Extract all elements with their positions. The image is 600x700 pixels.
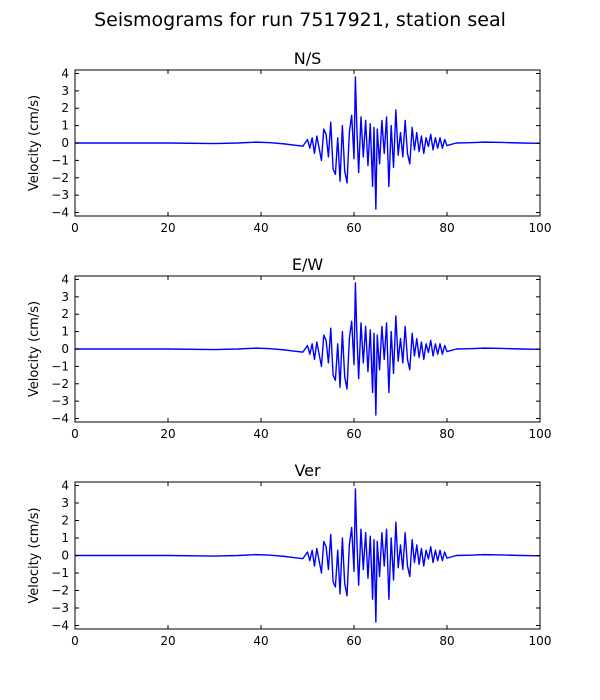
panel-title: N/S bbox=[294, 49, 322, 68]
y-tick-label: −3 bbox=[51, 394, 69, 408]
x-tick-label: 0 bbox=[71, 221, 79, 235]
y-axis-label: Velocity (cm/s) bbox=[27, 95, 42, 191]
chart-panel-3: Ver Velocity (cm/s) 0 20 40 60 80 100 4 3 2 1 0 −1 −2 −… bbox=[27, 461, 551, 648]
x-tick-label: 0 bbox=[71, 427, 79, 441]
y-tick-label: 1 bbox=[61, 119, 69, 133]
series-line-1 bbox=[75, 488, 540, 623]
y-tick-label: 4 bbox=[61, 479, 69, 493]
y-tick-label: −1 bbox=[51, 359, 69, 373]
x-tick-label: 60 bbox=[346, 221, 361, 235]
x-tick-label: 80 bbox=[439, 221, 454, 235]
y-tick-label: −3 bbox=[51, 601, 69, 615]
panel-title: Ver bbox=[294, 461, 321, 480]
series-line-1 bbox=[75, 76, 540, 210]
y-tick-label: −1 bbox=[51, 566, 69, 580]
x-tick-label: 20 bbox=[160, 634, 175, 648]
y-tick-label: 3 bbox=[61, 84, 69, 98]
y-tick-label: −3 bbox=[51, 188, 69, 202]
x-tick-label: 40 bbox=[253, 634, 268, 648]
y-tick-label: 3 bbox=[61, 496, 69, 510]
y-tick-label: 4 bbox=[61, 66, 69, 80]
y-tick-label: −4 bbox=[51, 412, 69, 426]
x-tick-label: 0 bbox=[71, 634, 79, 648]
y-tick-label: 1 bbox=[61, 325, 69, 339]
y-tick-label: 4 bbox=[61, 272, 69, 286]
y-axis-label: Velocity (cm/s) bbox=[27, 507, 42, 603]
y-tick-label: −2 bbox=[51, 377, 69, 391]
x-tick-label: 20 bbox=[160, 221, 175, 235]
x-tick-label: 100 bbox=[529, 221, 552, 235]
y-tick-label: −1 bbox=[51, 153, 69, 167]
y-tick-label: 1 bbox=[61, 531, 69, 545]
y-tick-label: 3 bbox=[61, 290, 69, 304]
x-tick-label: 80 bbox=[439, 634, 454, 648]
y-tick-label: 2 bbox=[61, 514, 69, 528]
chart-panel-1: N/S Velocity (cm/s) 0 20 40 60 80 100 4 3 2 1 0 −1 −2 −… bbox=[27, 49, 551, 235]
y-tick-label: 0 bbox=[61, 136, 69, 150]
y-tick-label: 2 bbox=[61, 307, 69, 321]
panel-title: E/W bbox=[292, 255, 324, 274]
x-tick-label: 20 bbox=[160, 427, 175, 441]
y-tick-label: 0 bbox=[61, 342, 69, 356]
x-tick-label: 100 bbox=[529, 427, 552, 441]
figure-title: Seismograms for run 7517921, station sea… bbox=[94, 9, 506, 31]
x-tick-label: 60 bbox=[346, 427, 361, 441]
y-axis-label: Velocity (cm/s) bbox=[27, 301, 42, 397]
y-tick-label: −2 bbox=[51, 171, 69, 185]
series-line-1 bbox=[75, 282, 540, 416]
x-tick-label: 100 bbox=[529, 634, 552, 648]
y-tick-label: −4 bbox=[51, 206, 69, 220]
x-tick-label: 40 bbox=[253, 221, 268, 235]
x-tick-label: 60 bbox=[346, 634, 361, 648]
y-tick-label: −2 bbox=[51, 584, 69, 598]
x-tick-label: 40 bbox=[253, 427, 268, 441]
chart-panel-2: E/W Velocity (cm/s) 0 20 40 60 80 100 4 3 2 1 0 −1 −2 −… bbox=[27, 255, 551, 441]
y-tick-label: 2 bbox=[61, 101, 69, 115]
x-tick-label: 80 bbox=[439, 427, 454, 441]
y-tick-label: −4 bbox=[51, 619, 69, 633]
y-tick-label: 0 bbox=[61, 549, 69, 563]
